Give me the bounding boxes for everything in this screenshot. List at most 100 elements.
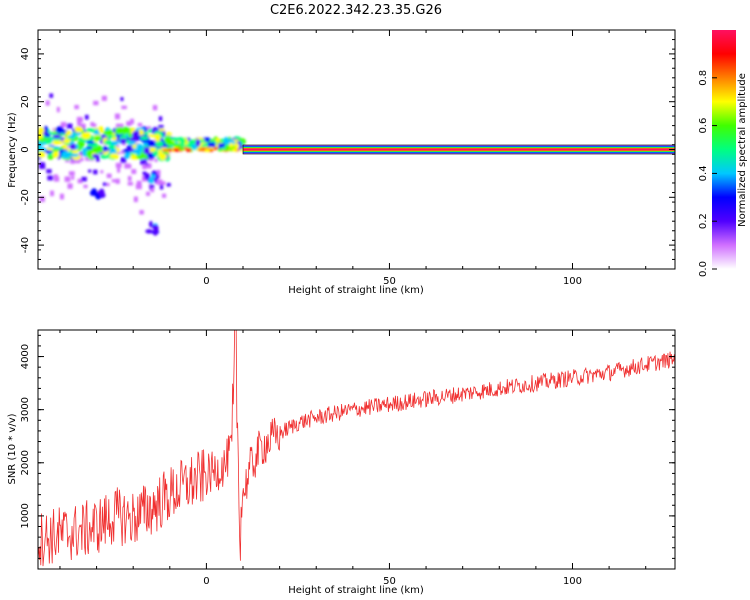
spectral-blob — [140, 136, 149, 140]
spectral-speck — [142, 175, 147, 182]
spectral-blob — [81, 131, 91, 140]
spectral-blob — [38, 127, 45, 134]
spectral-core — [162, 148, 169, 152]
spectrogram-y-tick-label: 20 — [20, 95, 31, 108]
spectral-blob — [85, 149, 93, 158]
spectrogram-y-tick-label: 0 — [20, 146, 31, 152]
spectral-blob — [155, 140, 164, 147]
spectral-blob — [62, 144, 68, 150]
spectral-speck — [84, 114, 89, 120]
colorbar-tick-label: 0.6 — [698, 118, 709, 134]
spectral-speck — [46, 169, 52, 174]
spectral-speck — [39, 196, 45, 202]
spectral-speck — [54, 176, 60, 182]
spectral-speck — [93, 169, 98, 175]
spectral-speck — [50, 190, 54, 197]
spectral-core — [222, 147, 229, 151]
spectrogram-x-tick-label: 50 — [383, 276, 396, 287]
spectral-speck — [120, 157, 127, 163]
spectral-blob — [128, 140, 136, 146]
spectral-speck — [59, 193, 64, 200]
snr-y-tick-label: 2000 — [20, 450, 31, 475]
spectral-speck — [83, 184, 88, 189]
spectral-blob — [112, 136, 117, 141]
spectrogram-y-tick-label: -20 — [20, 189, 31, 205]
spectral-speck — [152, 105, 158, 111]
spectral-blob — [108, 144, 116, 150]
snr-ticks: 0 50 100 1000 2000 3000 4000 — [20, 330, 675, 587]
spectral-speck — [77, 121, 81, 126]
spectral-speck — [92, 123, 97, 128]
spectral-blob — [124, 151, 131, 159]
spectral-speck — [79, 151, 85, 156]
spectral-speck — [158, 116, 163, 122]
spectral-blob — [189, 139, 195, 145]
spectral-speck — [125, 164, 132, 169]
colorbar: 0.0 0.2 0.4 0.6 0.8 Normalized spectral ampl… — [698, 30, 748, 277]
spectrogram-x-tick-label: 100 — [563, 276, 582, 287]
snr-frame — [37, 329, 676, 570]
spectral-speck — [39, 163, 46, 169]
spectral-blob — [93, 136, 102, 141]
spectral-blob — [143, 146, 151, 155]
spectral-speck — [121, 149, 125, 154]
spectrogram-x-tick-label: 0 — [203, 276, 209, 287]
spectral-blob — [52, 151, 60, 159]
spectral-speck — [115, 144, 120, 149]
spectral-speck — [136, 180, 142, 186]
spectral-blob — [114, 153, 119, 160]
spectral-core — [178, 147, 185, 151]
snr-y-tick-label: 4000 — [20, 344, 31, 369]
spectral-blob — [98, 188, 105, 197]
spectral-speck — [77, 178, 83, 184]
spectral-speck — [137, 122, 143, 127]
spectral-blob — [61, 150, 71, 159]
spectral-blob — [159, 155, 166, 160]
spectral-speck — [71, 175, 75, 180]
spectral-blob — [229, 142, 234, 148]
snr-y-tick-label: 3000 — [20, 397, 31, 422]
spectral-speck — [81, 176, 87, 182]
noisy-spectral-energy — [38, 93, 247, 236]
spectral-speck — [49, 93, 54, 98]
spectral-blob — [126, 145, 133, 149]
spectral-speck — [115, 162, 122, 168]
spectral-blob — [165, 141, 176, 146]
colorbar-tick-label: 0.0 — [698, 261, 709, 277]
spectral-blob — [43, 126, 49, 134]
snr-panel: 0 50 100 1000 2000 3000 4000 Height of straigh… — [7, 329, 676, 596]
spectral-speck — [133, 196, 138, 203]
spectral-blob — [69, 143, 77, 150]
spectral-blob — [144, 173, 151, 180]
spectral-blob — [119, 138, 127, 144]
chart-title: C2E6.2022.342.23.35.G26 — [270, 3, 442, 18]
spectral-blob — [48, 155, 54, 160]
spectral-speck — [145, 163, 152, 169]
spectral-speck — [101, 95, 107, 101]
spectral-blob — [105, 129, 114, 136]
spectral-speck — [66, 123, 73, 129]
spectral-speck — [85, 154, 89, 161]
spectral-speck — [90, 122, 95, 127]
spectral-speck — [76, 116, 83, 123]
spectral-speck — [60, 122, 67, 128]
spectral-blob — [102, 145, 108, 153]
spectral-speck — [142, 171, 147, 176]
spectral-speck — [106, 173, 112, 179]
spectral-speck — [118, 123, 124, 129]
spectral-blob — [215, 138, 220, 143]
spectral-speck — [111, 179, 118, 183]
spectral-core — [185, 148, 192, 152]
spectral-blob — [44, 133, 51, 138]
spectral-blob — [62, 138, 72, 144]
spectral-blob — [147, 134, 157, 138]
spectral-blob — [207, 141, 216, 148]
colorbar-ticks: 0.0 0.2 0.4 0.6 0.8 — [698, 70, 717, 277]
spectral-blob — [77, 139, 85, 148]
spectral-blob — [179, 140, 185, 147]
spectral-speck — [126, 121, 132, 126]
spectral-blob — [132, 130, 140, 136]
spectral-speck — [154, 158, 158, 162]
snr-y-tick-label: 1000 — [20, 503, 31, 528]
snr-y-label: SNR (10 * v/v) — [7, 413, 18, 484]
